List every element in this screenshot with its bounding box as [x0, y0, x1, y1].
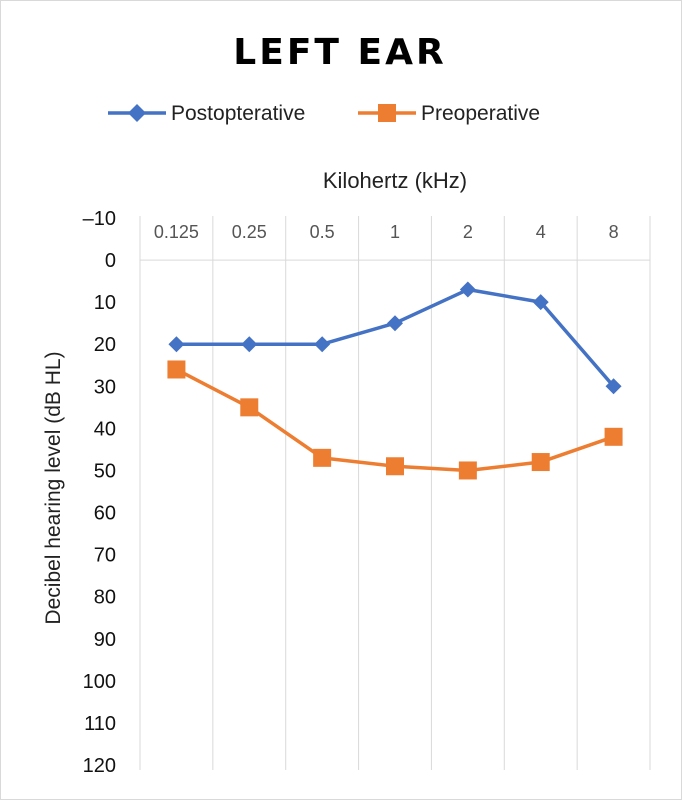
y-tick-label: 30: [94, 376, 116, 398]
series: [167, 281, 623, 480]
y-tick-label: 60: [94, 503, 116, 525]
data-point-preoperative: [313, 448, 332, 467]
y-tick-label: 90: [94, 629, 116, 651]
data-point-postopterative: [459, 281, 476, 298]
y-tick-label: 80: [94, 587, 116, 609]
data-point-postopterative: [532, 294, 549, 311]
legend-label-postoperative: Postopterative: [171, 102, 305, 125]
chart-title: LEFT EAR: [233, 32, 446, 73]
legend: Postopterative Preoperative: [108, 102, 540, 125]
data-point-preoperative: [604, 427, 623, 446]
data-point-postopterative: [314, 336, 331, 353]
data-point-preoperative: [531, 453, 550, 472]
data-point-postopterative: [241, 336, 258, 353]
y-axis-ticks: –10 0 10 20 30 40 50 60 70 80 90 100 110 120: [83, 208, 116, 777]
data-point-preoperative: [458, 461, 477, 480]
y-tick-label: 70: [94, 545, 116, 567]
x-tick-label: 2: [463, 222, 473, 242]
grid: [139, 216, 651, 770]
x-axis-ticks: 0.125 0.25 0.5 1 2 4 8: [154, 222, 619, 242]
x-tick-label: 0.25: [232, 222, 267, 242]
y-tick-label: 10: [94, 292, 116, 314]
y-tick-label: 100: [83, 671, 116, 693]
legend-item-preoperative: Preoperative: [358, 102, 540, 125]
series-line-postopterative: [176, 287, 615, 388]
y-axis-title: Decibel hearing level (dB HL): [42, 351, 65, 624]
x-tick-label: 1: [390, 222, 400, 242]
data-point-preoperative: [167, 360, 186, 379]
y-tick-label: 0: [105, 250, 116, 272]
y-tick-label: 120: [83, 755, 116, 777]
data-point-preoperative: [240, 398, 259, 417]
legend-item-postoperative: Postopterative: [108, 102, 305, 125]
x-tick-label: 4: [536, 222, 546, 242]
data-point-preoperative: [386, 457, 404, 476]
legend-marker-postoperative: [128, 104, 146, 122]
x-tick-label: 0.125: [154, 222, 199, 242]
data-point-postopterative: [605, 378, 622, 395]
y-tick-label: 50: [94, 460, 116, 482]
legend-marker-preoperative: [378, 104, 396, 122]
data-point-postopterative: [168, 336, 185, 353]
y-tick-label: –10: [83, 208, 116, 230]
y-tick-label: 40: [94, 418, 116, 440]
x-tick-label: 8: [609, 222, 619, 242]
x-axis-title: Kilohertz (kHz): [323, 168, 467, 193]
y-tick-label: 110: [84, 713, 116, 735]
y-tick-label: 20: [94, 334, 116, 356]
x-tick-label: 0.5: [310, 222, 335, 242]
data-point-postopterative: [387, 315, 403, 332]
legend-label-preoperative: Preoperative: [421, 102, 540, 125]
